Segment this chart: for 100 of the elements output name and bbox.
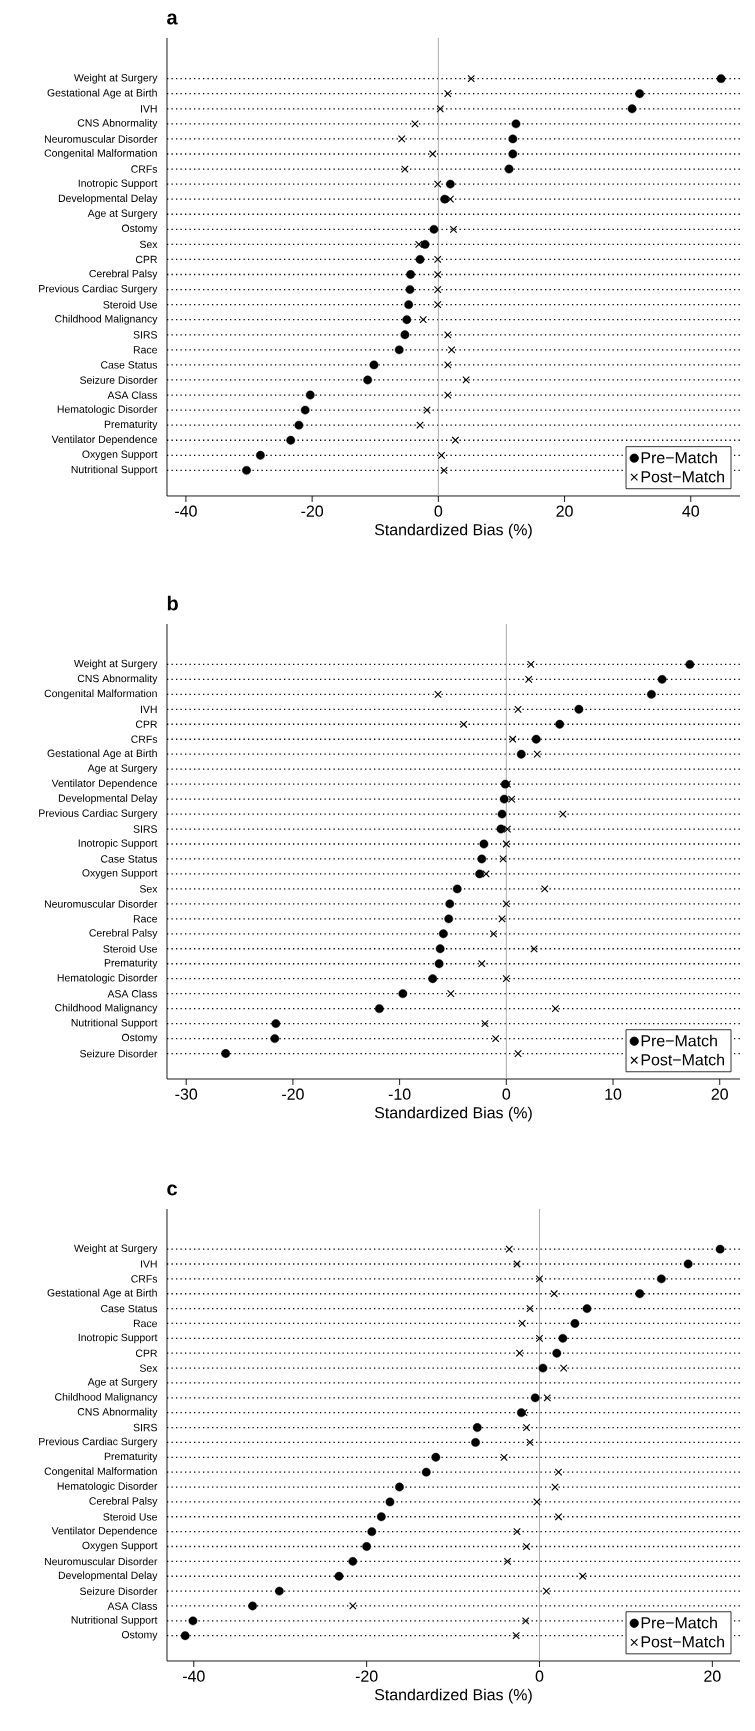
point xyxy=(423,406,431,414)
y-tick-label: Hematologic Disorder xyxy=(57,1482,158,1492)
chart-title: c xyxy=(167,1184,178,1196)
point xyxy=(404,300,414,310)
y-tick-label: Case Status xyxy=(101,855,158,863)
point xyxy=(508,149,518,159)
y-tick-label: Age at Surgery xyxy=(87,764,158,774)
point xyxy=(369,360,379,370)
point xyxy=(180,1631,190,1641)
point xyxy=(503,1557,512,1566)
point xyxy=(300,405,310,415)
x-axis-title: Standardized Bias (%) xyxy=(374,1688,532,1704)
point xyxy=(550,1289,558,1298)
point xyxy=(271,1019,281,1028)
y-tick-label: Gestational Age at Birth xyxy=(47,1288,157,1299)
point xyxy=(522,1423,531,1432)
point xyxy=(521,1617,530,1625)
x-tick-label: 0 xyxy=(502,1088,511,1100)
point xyxy=(527,660,535,669)
point xyxy=(513,1260,521,1268)
y-tick-label: IVH xyxy=(141,705,157,713)
y-tick-label: Cerebral Palsy xyxy=(89,928,158,939)
x-tick-label: -40 xyxy=(182,1670,205,1682)
point xyxy=(683,1259,693,1269)
point xyxy=(447,346,456,354)
point xyxy=(428,150,437,158)
y-tick-label: Congenital Malformation xyxy=(44,1467,157,1478)
point xyxy=(685,660,695,669)
point xyxy=(438,929,448,939)
point xyxy=(538,1363,548,1373)
point xyxy=(467,74,475,83)
point xyxy=(221,1049,231,1058)
point xyxy=(512,1631,520,1640)
point xyxy=(433,255,442,264)
point xyxy=(656,1274,666,1284)
point xyxy=(376,1512,386,1522)
point xyxy=(436,105,445,113)
point xyxy=(444,89,452,98)
point xyxy=(635,89,645,99)
legend-label: Pre−Match xyxy=(641,1616,717,1629)
point xyxy=(248,1601,257,1611)
point xyxy=(526,1304,534,1313)
point xyxy=(543,1394,552,1402)
point xyxy=(444,391,452,399)
point xyxy=(334,1571,344,1581)
point xyxy=(578,1572,587,1581)
point xyxy=(400,330,410,340)
point xyxy=(647,689,656,699)
point xyxy=(554,1468,563,1476)
point xyxy=(715,1244,725,1254)
point xyxy=(526,1438,534,1447)
point xyxy=(385,1497,395,1507)
point xyxy=(559,1364,568,1372)
point xyxy=(440,466,448,475)
point xyxy=(542,1587,551,1595)
point xyxy=(406,270,415,279)
y-tick-label: Nutritional Support xyxy=(71,1615,158,1626)
point xyxy=(497,809,507,819)
point xyxy=(294,420,304,430)
point xyxy=(531,734,541,744)
point xyxy=(522,1542,531,1551)
y-tick-label: Weight at Surgery xyxy=(73,659,158,670)
point xyxy=(444,914,454,924)
x-axis-title: Standardized Bias (%) xyxy=(374,523,532,539)
point xyxy=(502,900,511,908)
y-tick-label: Oxygen Support xyxy=(82,869,158,879)
legend-label: Post−Match xyxy=(641,1053,724,1066)
x-tick-label: 20 xyxy=(704,1670,721,1682)
y-tick-label: Ventilator Dependence xyxy=(51,1526,157,1537)
point xyxy=(401,165,409,173)
point xyxy=(524,675,533,684)
point xyxy=(515,1349,524,1357)
point xyxy=(449,225,458,234)
point xyxy=(511,119,521,129)
point xyxy=(502,840,511,848)
y-tick-label: Seizure Disorder xyxy=(80,376,158,384)
y-tick-label: CNS Abnormality xyxy=(77,118,158,129)
point xyxy=(489,930,498,938)
point xyxy=(367,1527,377,1537)
point xyxy=(444,330,452,339)
legend-label: Pre−Match xyxy=(641,451,717,464)
y-tick-label: IVH xyxy=(141,105,157,113)
y-tick-label: Neuromuscular Disorder xyxy=(44,900,158,908)
point xyxy=(496,824,506,834)
point xyxy=(555,719,565,729)
point xyxy=(256,450,265,460)
point xyxy=(434,690,442,699)
y-tick-label: Ventilator Dependence xyxy=(51,779,157,790)
y-tick-label: ASA Class xyxy=(107,1602,158,1610)
y-tick-label: Weight at Surgery xyxy=(73,73,158,84)
point xyxy=(398,989,408,999)
y-tick-label: CPR xyxy=(135,255,157,264)
point xyxy=(419,315,427,324)
point xyxy=(657,674,667,684)
point xyxy=(508,735,517,744)
y-tick-label: CRFs xyxy=(131,1275,158,1283)
y-tick-label: Congenital Malformation xyxy=(44,689,157,700)
point xyxy=(513,1527,521,1536)
point xyxy=(444,361,452,369)
y-tick-label: Sex xyxy=(139,885,158,893)
